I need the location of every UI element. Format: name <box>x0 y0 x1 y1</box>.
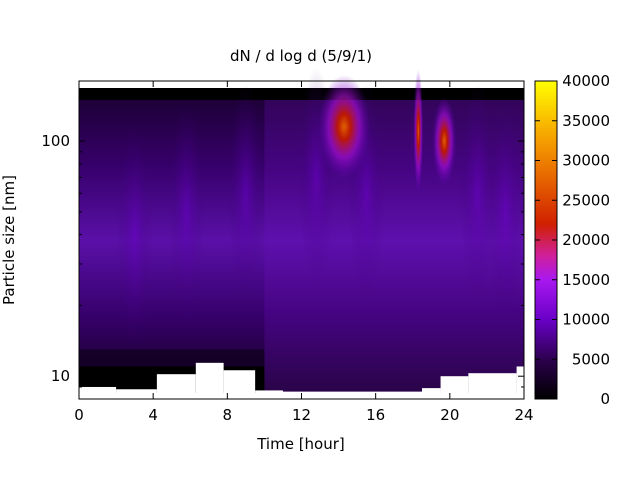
heatmap-haze <box>487 101 524 322</box>
colorbar-tick-label: 35000 <box>562 112 610 130</box>
heatmap-peak <box>432 97 457 186</box>
missing-data <box>79 386 117 399</box>
y-tick-label: 100 <box>41 132 70 150</box>
missing-data <box>516 366 524 399</box>
missing-data <box>422 388 441 399</box>
chart-title: dN / d log d (5/9/1) <box>230 47 372 65</box>
heatmap-haze <box>459 83 496 304</box>
y-axis: 10 100 <box>41 132 524 400</box>
heatmap-haze <box>168 101 205 322</box>
x-tick-label: 12 <box>292 406 311 424</box>
x-tick-label: 4 <box>148 406 158 424</box>
missing-data <box>282 391 423 399</box>
missing-data <box>116 389 157 399</box>
missing-data <box>156 374 196 399</box>
colorbar-tick-label: 5000 <box>572 350 610 368</box>
colorbar-tick-label: 40000 <box>562 72 610 90</box>
missing-data <box>195 362 224 399</box>
plot-area <box>79 67 524 399</box>
colorbar-tick-label: 10000 <box>562 311 610 329</box>
missing-data <box>440 376 469 399</box>
heatmap-haze <box>116 124 153 345</box>
colorbar-axis: 0 5000 10000 15000 20000 25000 30000 35000 40000 <box>535 72 610 408</box>
colorbar-tick-label: 0 <box>600 390 610 408</box>
heatmap-peak <box>318 74 371 179</box>
missing-data <box>223 370 256 399</box>
colorbar-tick-label: 20000 <box>562 231 610 249</box>
heatmap-top-band <box>79 88 524 100</box>
x-tick-label: 8 <box>223 406 233 424</box>
x-tick-label: 16 <box>366 406 385 424</box>
missing-data <box>468 373 517 399</box>
heatmap-peak <box>413 69 424 194</box>
colorbar-tick-label: 30000 <box>562 152 610 170</box>
heatmap-haze <box>227 83 264 304</box>
missing-data <box>255 390 283 399</box>
colorbar-tick-label: 15000 <box>562 271 610 289</box>
colorbar-tick-label: 25000 <box>562 191 610 209</box>
y-axis-label: Particle size [nm] <box>0 175 18 305</box>
heatmap-low-haze <box>79 349 265 367</box>
x-tick-label: 0 <box>74 406 84 424</box>
x-axis: 0 4 8 12 16 20 24 <box>74 81 534 424</box>
x-tick-label: 24 <box>514 406 533 424</box>
y-tick-label: 10 <box>51 367 70 385</box>
x-axis-label: Time [hour] <box>256 435 345 453</box>
x-tick-label: 20 <box>440 406 459 424</box>
